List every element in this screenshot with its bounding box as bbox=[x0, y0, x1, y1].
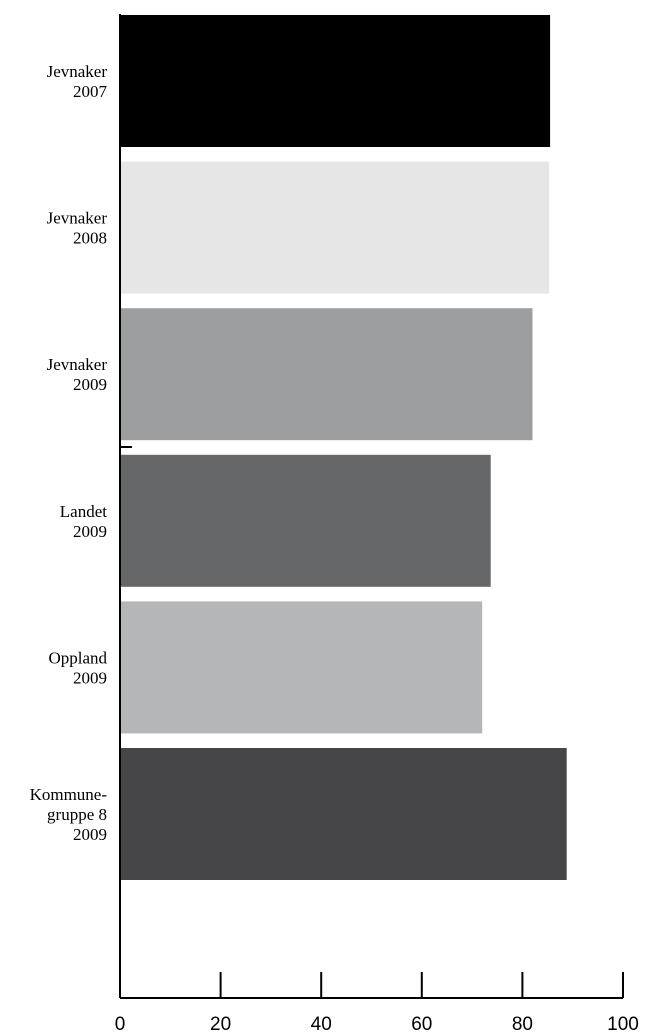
x-tick-label: 0 bbox=[115, 1014, 126, 1035]
category-label: Oppland 2009 bbox=[48, 648, 107, 687]
category-label: Jevnaker 2009 bbox=[47, 355, 108, 394]
bar bbox=[120, 454, 491, 587]
x-tick-label: 100 bbox=[607, 1014, 639, 1035]
bar bbox=[120, 161, 550, 294]
x-tick-label: 60 bbox=[411, 1014, 432, 1035]
category-label-line: 2008 bbox=[73, 229, 107, 248]
bar bbox=[120, 308, 533, 441]
bar bbox=[120, 748, 567, 880]
category-label-line: Jevnaker bbox=[47, 62, 108, 81]
bar bbox=[120, 601, 483, 734]
category-label-line: Landet bbox=[60, 502, 107, 521]
category-label-line: 2009 bbox=[73, 825, 107, 844]
category-label: Landet 2009 bbox=[60, 502, 107, 541]
category-label-line: Jevnaker bbox=[47, 355, 108, 374]
category-label-line: Jevnaker bbox=[47, 209, 108, 228]
category-label-line: 2007 bbox=[73, 82, 108, 101]
category-label-line: 2009 bbox=[73, 668, 107, 687]
category-label-line: 2009 bbox=[73, 522, 107, 541]
category-label-line: 2009 bbox=[73, 375, 107, 394]
bars-group bbox=[120, 15, 567, 880]
category-label-line: Oppland bbox=[48, 648, 107, 667]
x-ticks-group: 0 20 40 60 80 100 bbox=[115, 972, 639, 1035]
x-tick-label: 20 bbox=[210, 1014, 231, 1035]
category-label: Jevnaker 2008 bbox=[47, 209, 108, 248]
category-label-line: gruppe 8 bbox=[47, 805, 107, 824]
category-label: Jevnaker 2007 bbox=[47, 62, 108, 101]
x-tick-label: 80 bbox=[512, 1014, 533, 1035]
x-tick-label: 40 bbox=[311, 1014, 332, 1035]
bar bbox=[120, 15, 551, 147]
category-label: Kommune-gruppe 8 2009 bbox=[30, 785, 108, 844]
category-label-line: Kommune- bbox=[30, 785, 108, 804]
